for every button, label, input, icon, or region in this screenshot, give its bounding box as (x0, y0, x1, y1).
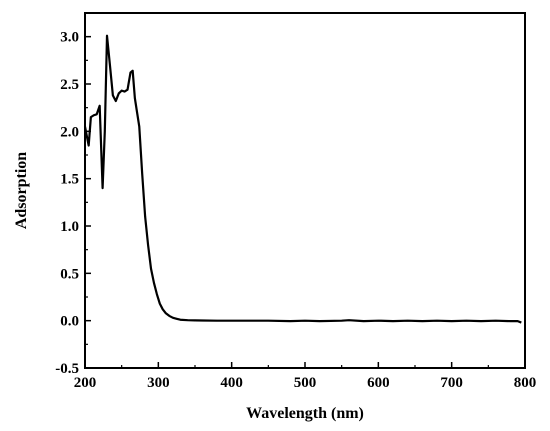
y-tick-label: -0.5 (55, 361, 79, 377)
x-axis-title: Wavelength (nm) (246, 405, 364, 422)
x-tick-label: 300 (147, 375, 170, 391)
y-tick-label: 1.0 (60, 219, 79, 235)
x-tick-label: 500 (294, 375, 317, 391)
y-tick-label: 0.0 (60, 314, 79, 330)
y-tick-label: 1.5 (60, 172, 79, 188)
plot-frame (84, 12, 526, 369)
y-tick-label: 3.0 (60, 30, 79, 46)
x-tick-label: 400 (220, 375, 243, 391)
x-tick-label: 600 (367, 375, 390, 391)
y-axis-tick-labels: -0.5 0.0 0.5 1.0 1.5 2.0 2.5 3.0 (55, 30, 79, 377)
y-axis-title: Adsorption (13, 152, 30, 229)
x-tick-label: 700 (440, 375, 463, 391)
y-tick-label: 2.5 (60, 77, 79, 93)
x-axis-tick-labels: 200 300 400 500 600 700 800 (74, 375, 537, 391)
x-axis-ticks (84, 362, 526, 368)
x-tick-label: 800 (514, 375, 537, 391)
y-tick-label: 0.5 (60, 266, 79, 282)
x-tick-label: 200 (74, 375, 97, 391)
y-tick-label: 2.0 (60, 124, 79, 140)
series-line (83, 34, 522, 324)
